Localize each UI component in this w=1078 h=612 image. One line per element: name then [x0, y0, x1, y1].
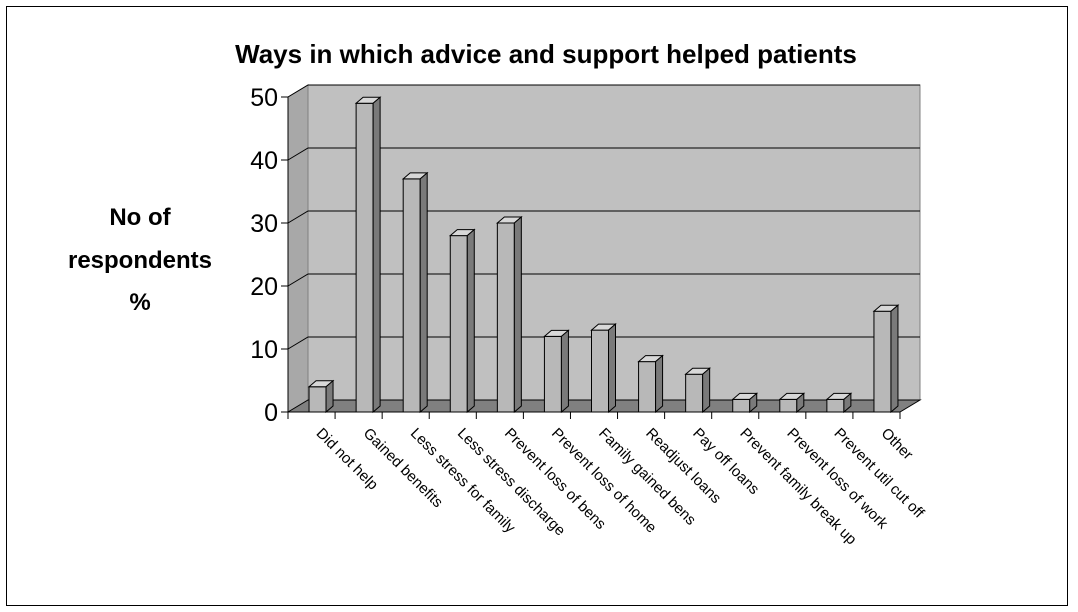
chart-side-wall [287, 84, 309, 413]
bar [402, 178, 421, 413]
bar-side [843, 392, 852, 414]
y-tick-label: 0 [264, 399, 278, 427]
bar [543, 335, 562, 413]
chart-title: Ways in which advice and support helped … [235, 39, 857, 69]
bar [732, 398, 751, 413]
bar-side [702, 367, 711, 414]
bar-side [608, 323, 616, 414]
y-axis-label: % [129, 289, 150, 316]
bar [308, 386, 327, 413]
y-tick-label: 50 [250, 84, 278, 112]
bar [779, 398, 798, 413]
bar [826, 398, 845, 413]
y-tick-label: 10 [250, 336, 278, 364]
y-tick-label: 20 [250, 273, 278, 301]
gridline [287, 147, 920, 161]
bar-side [325, 379, 334, 414]
gridline [287, 84, 920, 98]
gridline [287, 336, 920, 350]
bar [685, 373, 704, 413]
bar-side [749, 392, 758, 414]
y-axis-label: respondents [68, 247, 212, 274]
bar-side [890, 304, 899, 414]
y-tick-label: 40 [250, 147, 278, 175]
bar [638, 361, 657, 413]
bar [449, 235, 468, 413]
bar-side [796, 392, 805, 414]
bar [873, 310, 892, 413]
bar-side [513, 215, 522, 414]
bar-side [372, 96, 381, 414]
bar-side [560, 329, 569, 414]
x-tick-label: Other [878, 425, 917, 464]
gridline [287, 273, 920, 287]
y-axis-label: No of [109, 204, 171, 231]
bar [496, 222, 515, 413]
bar [355, 102, 374, 413]
bar-side [419, 171, 428, 414]
bar-side [466, 228, 475, 414]
gridline [287, 210, 920, 224]
bar [591, 329, 609, 413]
bar-side [655, 354, 664, 414]
y-tick-label: 30 [250, 210, 278, 238]
